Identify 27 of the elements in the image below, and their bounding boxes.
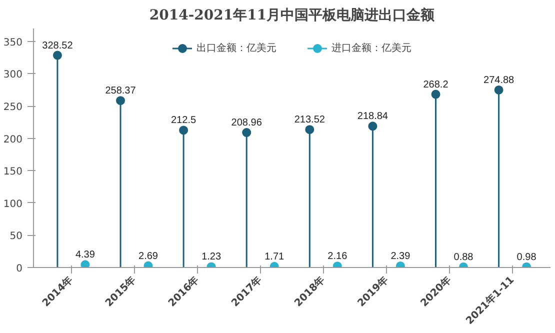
- data-label: 0.88: [454, 252, 474, 263]
- data-label: 328.52: [42, 40, 74, 52]
- y-tick-label: 250: [3, 102, 23, 114]
- data-label: 274.88: [484, 74, 515, 86]
- legend-label: 出口金额：亿美元: [196, 42, 276, 55]
- y-tick-label: 50: [10, 231, 23, 242]
- data-label: 258.37: [105, 86, 136, 97]
- data-label: 1.71: [264, 251, 285, 262]
- data-label: 268.2: [423, 79, 449, 90]
- data-label: 0.98: [516, 252, 537, 263]
- data-label: 218.84: [357, 111, 388, 122]
- y-tick-label: 300: [3, 70, 23, 81]
- data-label: 212.5: [171, 115, 197, 126]
- data-label: 2.69: [138, 250, 158, 262]
- data-label: 208.96: [231, 118, 262, 129]
- legend-label: 进口金额：亿美元: [332, 42, 412, 55]
- data-label: 2.16: [328, 251, 348, 262]
- y-tick-label: 100: [3, 198, 23, 210]
- data-label: 2.39: [390, 250, 411, 262]
- y-tick-label: 350: [3, 37, 23, 48]
- data-label: 213.52: [294, 114, 326, 126]
- data-label: 1.23: [202, 252, 222, 263]
- y-tick-label: 150: [3, 166, 23, 178]
- chart-title: 2014-2021年11月中国平板电脑进出口金额: [149, 6, 436, 24]
- y-tick-label: 200: [3, 134, 23, 146]
- y-tick-label: 0: [16, 264, 23, 274]
- data-label: 4.39: [75, 250, 96, 261]
